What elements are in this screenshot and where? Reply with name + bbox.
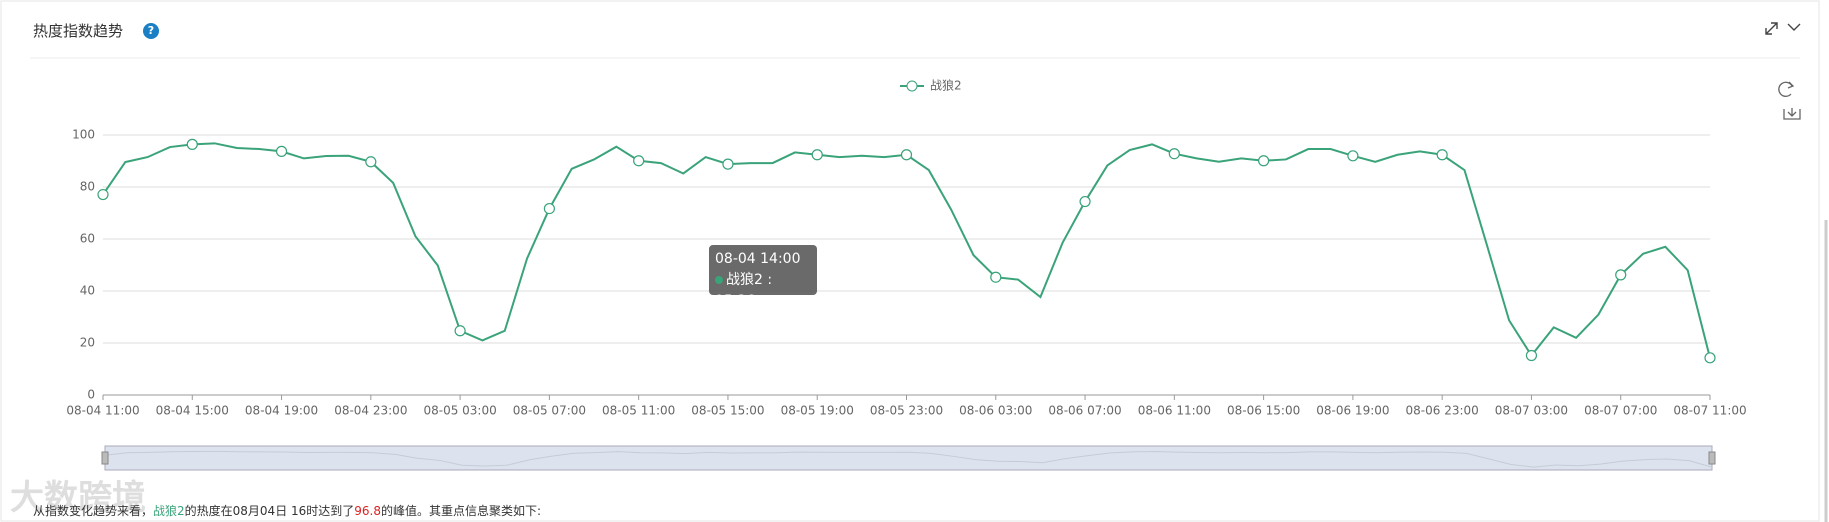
point	[990, 271, 1002, 283]
zoom-handle[interactable]	[1708, 451, 1716, 465]
x-tick-label: 08-05 07:00	[513, 404, 586, 418]
summary-text: 从指数变化趋势来看，	[33, 504, 154, 518]
zoom-slider[interactable]	[104, 445, 1713, 471]
refresh-icon[interactable]	[1778, 81, 1795, 97]
y-tick-label: 80	[80, 180, 95, 194]
point	[1436, 149, 1448, 161]
x-tick-label: 08-04 11:00	[66, 404, 139, 418]
legend-label[interactable]: 战狼2	[930, 78, 962, 93]
tooltip-title: 08-04 14:00	[715, 251, 801, 267]
point	[365, 156, 377, 168]
y-tick-label: 0	[87, 388, 95, 402]
x-tick-label: 08-05 23:00	[870, 404, 943, 418]
summary-name[interactable]: 战狼2	[153, 504, 185, 518]
summary: 从指数变化趋势来看，战狼2的热度在08月04日 16时达到了96.8的峰值。其重…	[33, 502, 541, 519]
download-icon[interactable]	[1783, 108, 1801, 120]
x-tick-label: 08-06 07:00	[1048, 404, 1121, 418]
x-tick-label: 08-06 19:00	[1316, 404, 1389, 418]
summary-text: 的峰值。其重点信息聚类如下:	[381, 504, 542, 518]
y-tick-label: 20	[80, 336, 95, 350]
point	[1258, 155, 1270, 167]
tooltip-label: 战狼2 : 95.36	[715, 272, 773, 309]
x-tick-label: 08-06 11:00	[1138, 404, 1211, 418]
point	[1079, 195, 1091, 208]
summary-text: 的热度在08月04日 16时达到了	[184, 504, 355, 518]
y-tick-label: 100	[72, 128, 95, 142]
point	[275, 145, 288, 157]
x-tick-label: 08-07 07:00	[1584, 404, 1657, 418]
expand-icon[interactable]	[1765, 22, 1778, 35]
x-tick-label: 08-04 23:00	[334, 404, 407, 418]
x-tick-label: 08-04 15:00	[156, 404, 229, 418]
x-tick-label: 08-06 15:00	[1227, 404, 1300, 418]
point	[633, 155, 645, 167]
point	[1168, 148, 1180, 160]
point	[1615, 269, 1627, 281]
x-tick-label: 08-05 03:00	[423, 404, 496, 418]
tooltip-dot	[715, 276, 723, 284]
x-tick-label: 08-07 03:00	[1495, 404, 1568, 418]
x-tick-label: 08-05 11:00	[602, 404, 675, 418]
tooltip: 08-04 14:00 战狼2 : 95.36	[709, 245, 817, 309]
x-tick-label: 08-06 03:00	[959, 404, 1032, 418]
point	[97, 188, 109, 201]
watermark: 大数跨境	[10, 478, 146, 518]
point	[543, 202, 555, 215]
help-icon[interactable]: ?	[143, 23, 159, 39]
point	[1525, 349, 1538, 362]
x-tick-label: 08-07 11:00	[1673, 404, 1746, 418]
x-tick-label: 08-04 19:00	[245, 404, 318, 418]
x-tick-label: 08-06 23:00	[1406, 404, 1479, 418]
summary-peak: 96.8	[354, 504, 381, 518]
series-line	[102, 142, 1711, 359]
point	[1704, 352, 1716, 364]
collapse-icon[interactable]	[1787, 23, 1801, 31]
x-tick-label: 08-05 15:00	[691, 404, 764, 418]
zoom-handle[interactable]	[101, 451, 109, 465]
y-tick-label: 60	[80, 232, 95, 246]
point	[454, 325, 466, 337]
point	[186, 138, 198, 150]
x-tick-label: 08-05 19:00	[781, 404, 854, 418]
tooltip-row: 战狼2 : 95.36	[715, 270, 811, 312]
point	[811, 149, 823, 161]
point	[1347, 150, 1359, 162]
zoom-overview	[104, 450, 1713, 468]
panel-title: 热度指数趋势	[33, 22, 124, 40]
point	[722, 158, 734, 170]
legend-marker	[906, 80, 918, 92]
y-tick-label: 40	[80, 284, 95, 298]
point	[900, 149, 913, 161]
